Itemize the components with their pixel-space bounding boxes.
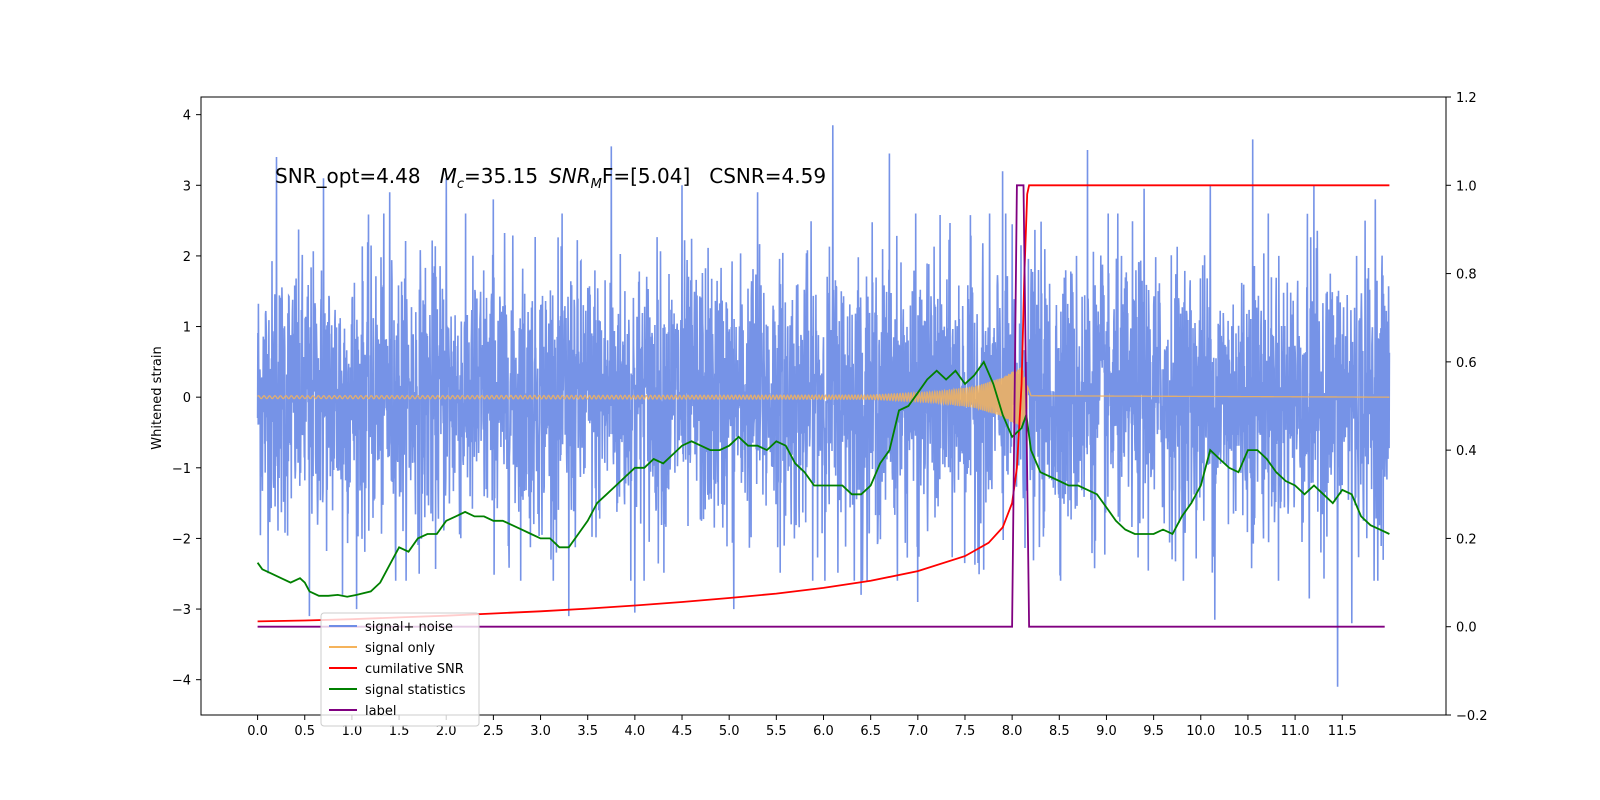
- snr-annotation: SNR_opt=4.48 Mc=35.15 SNRMF=[5.04] CSNR=4.5…: [275, 164, 826, 192]
- snrmf-symbol: SNR: [549, 164, 591, 188]
- snrmf-value: F=[5.04]: [602, 164, 690, 188]
- x-tick-label: 11.5: [1328, 724, 1357, 739]
- y-tick-label: −4: [172, 674, 191, 689]
- x-tick-label: 1.5: [389, 724, 410, 739]
- legend-label: label: [365, 704, 396, 719]
- x-tick-label: 5.0: [719, 724, 740, 739]
- y2-tick-label: 1.2: [1456, 91, 1477, 106]
- y2-tick-label: 1.0: [1456, 179, 1477, 194]
- x-tick-label: 0.0: [247, 724, 268, 739]
- x-tick-label: 8.5: [1049, 724, 1070, 739]
- y-tick-label: 3: [183, 179, 191, 194]
- x-tick-label: 6.5: [860, 724, 881, 739]
- x-tick-label: 9.0: [1096, 724, 1117, 739]
- chart-annotation: SNR_opt=4.48 Mc=35.15 SNRMF=[5.04] CSNR=4.5…: [275, 164, 826, 192]
- y2-tick-label: 0.8: [1456, 268, 1477, 283]
- series-signal-noise: [256, 125, 1391, 687]
- x-tick-label: 4.0: [625, 724, 646, 739]
- y-tick-label: 2: [183, 250, 191, 265]
- legend-label: cumilative SNR: [365, 662, 464, 677]
- plot-area: [256, 125, 1391, 687]
- x-tick-label: 1.0: [342, 724, 363, 739]
- y-tick-label: 0: [183, 391, 191, 406]
- x-tick-label: 9.5: [1143, 724, 1164, 739]
- x-tick-label: 3.5: [577, 724, 598, 739]
- x-tick-label: 10.5: [1233, 724, 1262, 739]
- axes: 0.0 0.5 1.0 1.5 2.0 2.5 3.0 3.5 4.0 4.5 5.0 5.5 6.0 6…: [172, 91, 1488, 739]
- y2-tick-label: −0.2: [1456, 709, 1488, 724]
- series-label: [257, 184, 1385, 628]
- y-tick-label: −1: [172, 462, 191, 477]
- x-tick-label: 3.0: [530, 724, 551, 739]
- legend-label: signal statistics: [365, 683, 466, 698]
- x-tick-label: 10.0: [1186, 724, 1215, 739]
- y2-tick-label: 0.2: [1456, 532, 1477, 547]
- x-tick-label: 8.0: [1002, 724, 1023, 739]
- y-axis-label: Whitened strain: [150, 346, 165, 449]
- x-tick-label: 11.0: [1281, 724, 1310, 739]
- y2-tick-label: 0.4: [1456, 444, 1477, 459]
- mc-value: =35.15: [464, 164, 538, 188]
- series-signal-statistics: [256, 360, 1390, 598]
- y-tick-label: 1: [183, 321, 191, 336]
- x-tick-label: 0.5: [294, 724, 315, 739]
- csnr-text: CSNR=4.59: [709, 164, 826, 188]
- mc-symbol: M: [440, 164, 457, 188]
- y-tick-label: −3: [172, 603, 191, 618]
- y-tick-label: −2: [172, 532, 191, 547]
- legend-label: signal only: [365, 641, 435, 656]
- legend-box: [320, 612, 480, 727]
- y2-tick-label: 0.0: [1456, 621, 1477, 636]
- x-tick-label: 5.5: [766, 724, 787, 739]
- legend: signal+ noise signal only cumilative SNR si…: [320, 612, 480, 727]
- x-tick-label: 2.0: [436, 724, 457, 739]
- x-tick-label: 2.5: [483, 724, 504, 739]
- x-tick-label: 4.5: [672, 724, 693, 739]
- snrmf-subscript: M: [591, 177, 602, 192]
- x-tick-label: 6.0: [813, 724, 834, 739]
- y2-tick-label: 0.6: [1456, 356, 1477, 371]
- legend-label: signal+ noise: [365, 620, 453, 635]
- mc-subscript: c: [457, 177, 464, 192]
- x-tick-label: 7.5: [955, 724, 976, 739]
- x-tick-label: 7.0: [907, 724, 928, 739]
- snr-opt-text: SNR_opt=4.48: [275, 164, 421, 188]
- y-tick-label: 4: [183, 109, 191, 124]
- series-signal-only: [257, 366, 1390, 429]
